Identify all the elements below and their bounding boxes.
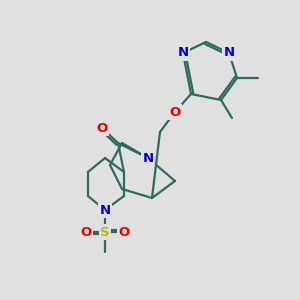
Text: N: N bbox=[99, 203, 111, 217]
Text: O: O bbox=[96, 122, 108, 134]
Text: O: O bbox=[169, 106, 181, 118]
Text: N: N bbox=[177, 46, 189, 59]
Text: O: O bbox=[80, 226, 92, 238]
Text: N: N bbox=[142, 152, 154, 164]
Text: S: S bbox=[100, 226, 110, 238]
Text: N: N bbox=[224, 46, 235, 59]
Text: O: O bbox=[118, 226, 130, 238]
